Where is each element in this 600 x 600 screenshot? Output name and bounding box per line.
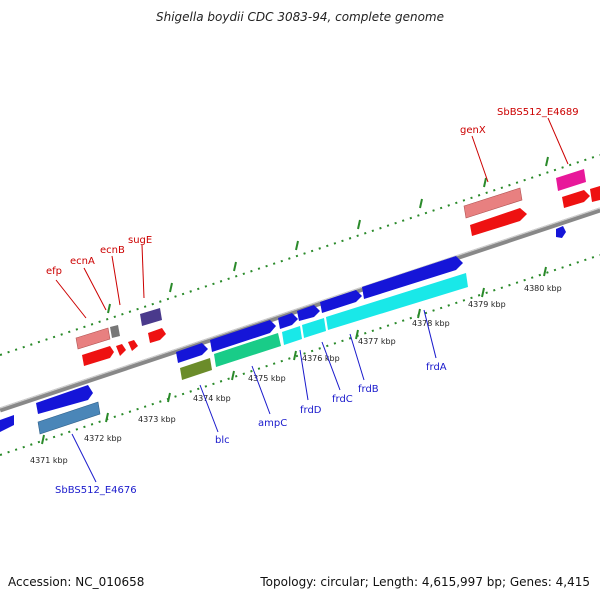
gene-block[interactable] (214, 333, 281, 367)
tick-mark (293, 350, 297, 361)
leader-line (349, 333, 365, 381)
leader-line (83, 267, 107, 311)
tick-label: 4377 kbp (358, 337, 396, 346)
gene-block[interactable] (140, 308, 162, 326)
gene-label-frdB[interactable]: frdB (358, 384, 379, 395)
cds-arrow[interactable] (470, 208, 527, 236)
tick-mark (483, 177, 487, 188)
gene-block[interactable] (556, 169, 586, 191)
leader-line (299, 349, 309, 401)
leader-line (547, 117, 569, 165)
cds-arrow[interactable] (362, 256, 463, 299)
cds-arrow[interactable] (116, 344, 126, 356)
tick-label: 4375 kbp (248, 374, 286, 383)
gene-label-ampC[interactable]: ampC (258, 418, 287, 429)
gene-block[interactable] (463, 187, 523, 219)
tick-label: 4378 kbp (412, 319, 450, 328)
tick-label: 4371 kbp (30, 456, 68, 465)
cds-arrow[interactable] (176, 343, 208, 363)
gene-block[interactable] (302, 318, 326, 338)
leader-line (55, 279, 87, 319)
reverse-features (37, 273, 468, 435)
cds-arrow[interactable] (278, 313, 298, 329)
tick-label: 4376 kbp (302, 354, 340, 363)
tick-mark (169, 282, 173, 293)
tick-mark (419, 198, 423, 209)
tick-mark (233, 261, 237, 272)
tick-mark (543, 266, 547, 277)
leader-line (71, 433, 97, 483)
tick-mark (107, 303, 111, 314)
tick-mark (357, 219, 361, 230)
gene-label-genX[interactable]: genX (460, 125, 486, 136)
genome-title: Shigella boydii CDC 3083-94, complete ge… (155, 10, 445, 24)
reverse-track-line (0, 254, 600, 456)
gene-block[interactable] (282, 326, 302, 345)
cds-arrow[interactable] (297, 305, 320, 321)
genome-backbone-highlight (0, 207, 600, 409)
gene-label-frdC[interactable]: frdC (332, 394, 353, 405)
leader-line (423, 309, 437, 359)
leader-line (199, 384, 219, 433)
tick-mark (41, 434, 45, 445)
leader-line (321, 341, 341, 391)
gene-label-ecnA[interactable]: ecnA (70, 256, 95, 267)
tick-label: 4374 kbp (193, 394, 231, 403)
cds-arrow[interactable] (590, 186, 600, 202)
tick-mark (417, 308, 421, 319)
tick-label: 4380 kbp (524, 284, 562, 293)
cds-arrow[interactable] (210, 320, 276, 352)
gene-block[interactable] (110, 325, 120, 338)
gene-block[interactable] (326, 273, 468, 330)
leader-line (251, 365, 271, 415)
tick-label: 4379 kbp (468, 300, 506, 309)
forward-features (0, 169, 600, 432)
leader-line (141, 244, 145, 299)
major-ticks (41, 156, 549, 445)
gene-block[interactable] (37, 401, 101, 435)
cds-arrow[interactable] (320, 290, 362, 313)
tick-mark (355, 329, 359, 340)
cds-arrow[interactable] (148, 328, 166, 343)
accession-text: Accession: NC_010658 (8, 575, 145, 589)
cds-arrow[interactable] (36, 385, 93, 414)
gene-label-efp[interactable]: efp (46, 266, 62, 277)
gene-block[interactable] (180, 358, 212, 380)
gene-block[interactable] (75, 327, 111, 350)
tick-label: 4373 kbp (138, 415, 176, 424)
gene-label-frdD[interactable]: frdD (300, 405, 322, 416)
cds-arrow[interactable] (82, 346, 114, 366)
cds-arrow[interactable] (562, 190, 590, 208)
leader-line (111, 255, 121, 306)
gene-label-frdA[interactable]: frdA (426, 362, 447, 373)
cds-arrow[interactable] (556, 226, 566, 238)
tick-mark (231, 370, 235, 381)
gene-label-ecnB[interactable]: ecnB (100, 245, 125, 256)
gene-label-SbBS512_E4676[interactable]: SbBS512_E4676 (55, 485, 137, 496)
genome-summary-text: Topology: circular; Length: 4,615,997 bp… (260, 575, 590, 589)
gene-label-sugE[interactable]: sugE (128, 235, 152, 246)
leader-line (471, 135, 489, 183)
gene-label-blc[interactable]: blc (215, 435, 230, 446)
tick-mark (295, 240, 299, 251)
tick-mark (167, 392, 171, 403)
tick-mark (545, 156, 549, 167)
gene-label-SbBS512_E4689[interactable]: SbBS512_E4689 (497, 107, 579, 118)
cds-arrow[interactable] (128, 340, 138, 351)
tick-mark (105, 412, 109, 423)
leader-lines (55, 117, 569, 483)
cds-arrow[interactable] (0, 415, 14, 432)
tick-mark (481, 287, 485, 298)
tick-label: 4372 kbp (84, 434, 122, 443)
forward-track-line (0, 154, 600, 356)
